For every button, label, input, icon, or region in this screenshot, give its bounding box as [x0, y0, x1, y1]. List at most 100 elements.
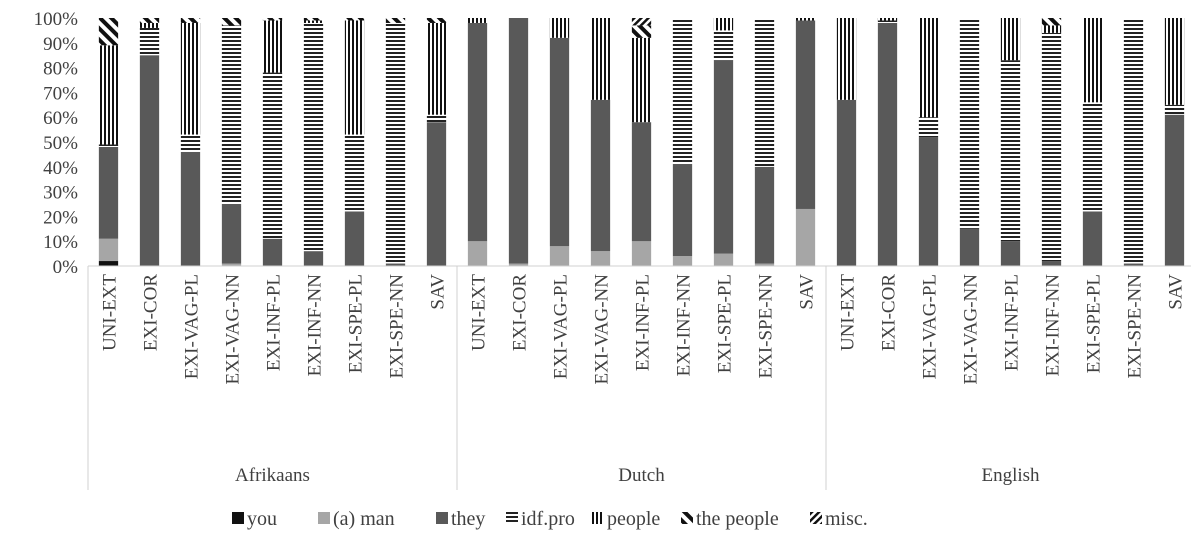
x-tick-label: SAV	[1166, 274, 1187, 310]
bar-segment	[180, 22, 201, 135]
bar-segment	[672, 164, 693, 257]
bar-segment	[426, 18, 447, 23]
bar-segment	[1082, 102, 1103, 212]
x-tick-label: SAV	[428, 274, 449, 310]
bar-segment	[631, 18, 652, 26]
y-tick-label: 0%	[53, 257, 79, 278]
x-tick-label: EXI-INF-PL	[1002, 274, 1023, 371]
x-tick-label: EXI-INF-NN	[674, 274, 695, 377]
bar-segment	[303, 20, 324, 23]
bar-segment	[139, 27, 160, 56]
bar-segment	[877, 20, 898, 23]
bar-segment	[959, 228, 980, 266]
bar-segment	[262, 18, 283, 21]
y-tick-label: 30%	[43, 183, 78, 204]
y-tick-label: 100%	[34, 9, 79, 30]
bar-segment	[1041, 32, 1062, 262]
bar-segment	[139, 55, 160, 267]
bar-segment	[590, 99, 611, 252]
x-tick-label: EXI-INF-NN	[305, 274, 326, 377]
bar-segment	[98, 18, 119, 46]
legend-swatch	[592, 512, 604, 524]
bar-segment	[672, 256, 693, 266]
bar-segment	[180, 134, 201, 152]
x-tick-label: EXI-SPE-PL	[715, 274, 736, 373]
bar-segment	[303, 22, 324, 252]
bar-segment	[549, 37, 570, 247]
legend-label: (a) man	[333, 508, 395, 530]
x-tick-label: EXI-VAG-NN	[223, 274, 244, 385]
group-label: English	[981, 465, 1040, 486]
legend-swatch	[318, 512, 330, 524]
y-tick-label: 10%	[43, 232, 78, 253]
x-tick-label: EXI-VAG-NN	[592, 274, 613, 385]
x-tick-label: EXI-INF-PL	[264, 274, 285, 371]
bar-segment	[385, 18, 406, 23]
y-tick-label: 20%	[43, 207, 78, 228]
x-tick-label: EXI-COR	[879, 274, 900, 351]
x-tick-label: EXI-SPE-NN	[387, 274, 408, 379]
bar-segment	[959, 18, 980, 229]
bar-segment	[98, 238, 119, 262]
x-tick-label: EXI-VAG-PL	[551, 274, 572, 379]
x-tick-label: EXI-SPE-PL	[346, 274, 367, 373]
bars-layer	[98, 18, 1185, 267]
bar-segment	[1082, 211, 1103, 266]
bar-segment	[262, 20, 283, 73]
bar-segment	[221, 263, 242, 266]
bar-segment	[221, 18, 242, 26]
bar-segment	[795, 208, 816, 266]
legend-swatch	[681, 512, 693, 524]
bar-segment	[508, 18, 529, 264]
bar-segment	[303, 251, 324, 266]
legend-swatch	[232, 512, 244, 524]
bar-segment	[1164, 104, 1185, 115]
y-tick-label: 90%	[43, 34, 78, 55]
bar-segment	[795, 18, 816, 21]
bar-segment	[467, 22, 488, 242]
bar-segment	[1000, 18, 1021, 61]
x-tick-label: EXI-INF-PL	[633, 274, 654, 371]
bar-segment	[221, 204, 242, 264]
bar-segment	[344, 20, 365, 135]
bar-segment	[139, 22, 160, 28]
bar-segment	[262, 72, 283, 239]
bar-segment	[303, 18, 324, 21]
bar-segment	[385, 263, 406, 266]
bar-segment	[426, 114, 447, 123]
bar-segment	[1123, 263, 1144, 266]
bar-segment	[426, 122, 447, 266]
bar-segment	[1000, 60, 1021, 242]
bar-segment	[795, 20, 816, 209]
y-tick-label: 40%	[43, 158, 78, 179]
bar-segment	[508, 263, 529, 266]
bar-segment	[754, 166, 775, 264]
bar-segment	[1041, 18, 1062, 26]
bar-segment	[549, 18, 570, 38]
bar-segment	[1123, 18, 1144, 264]
bar-segment	[1041, 25, 1062, 33]
x-tick-label: EXI-SPE-NN	[1125, 274, 1146, 379]
bar-segment	[918, 117, 939, 138]
bar-segment	[180, 18, 201, 23]
bar-segment	[549, 246, 570, 266]
legend-label: you	[247, 508, 277, 530]
bar-segment	[877, 18, 898, 21]
x-tick-label: EXI-COR	[510, 274, 531, 351]
y-tick-label: 50%	[43, 133, 78, 154]
legend: you (a) man they idf.pro people the people mis…	[232, 508, 868, 530]
bar-segment	[713, 253, 734, 266]
x-tick-label: UNI-EXT	[838, 274, 859, 351]
x-tick-label: SAV	[797, 274, 818, 310]
bar-segment	[1082, 18, 1103, 103]
legend-swatch	[506, 512, 518, 524]
y-axis: 0% 10% 20% 30% 40% 50% 60% 70% 80% 90% 100%	[34, 9, 79, 278]
bar-segment	[139, 18, 160, 23]
bar-segment	[631, 25, 652, 38]
bar-segment	[467, 18, 488, 23]
bar-segment	[1164, 114, 1185, 266]
bar-segment	[98, 45, 119, 145]
bar-segment	[385, 22, 406, 264]
bar-segment	[754, 263, 775, 266]
group-label: Dutch	[618, 465, 665, 486]
